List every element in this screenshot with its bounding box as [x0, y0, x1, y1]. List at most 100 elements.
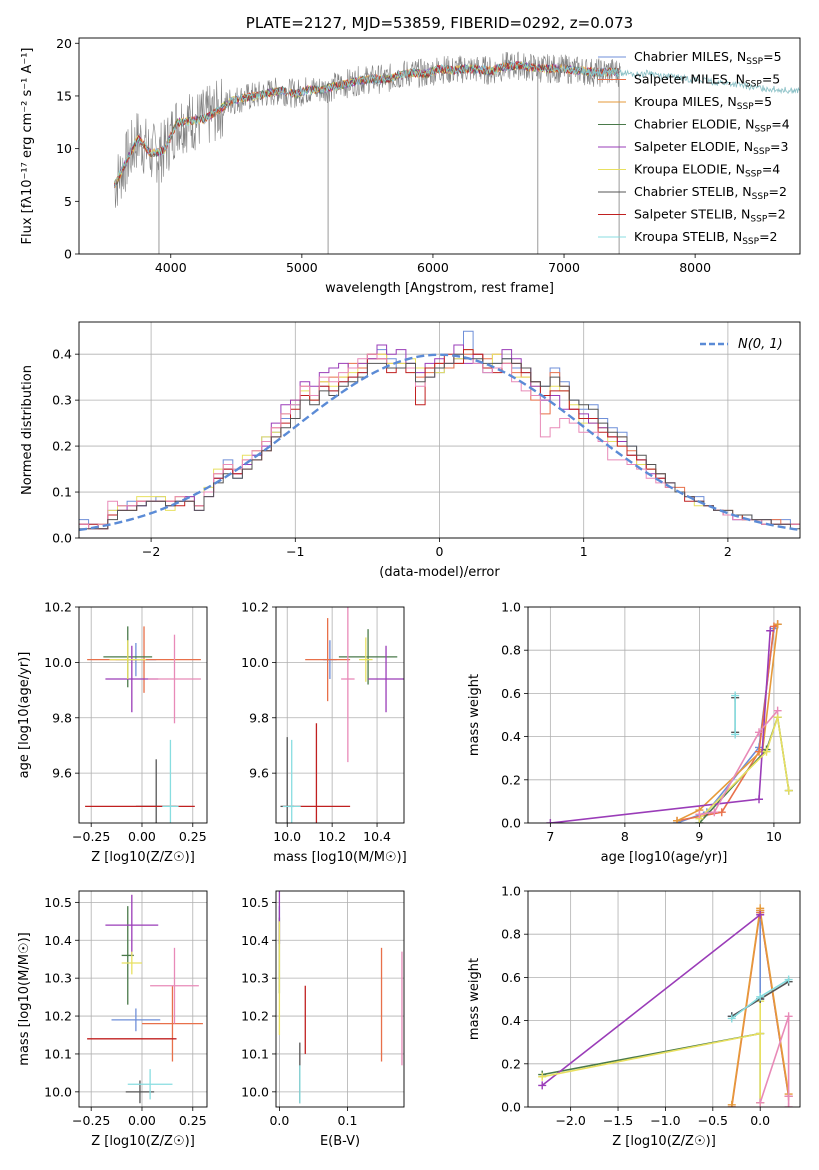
x-tick-label: 8 [621, 829, 629, 844]
plus-marker [695, 810, 704, 819]
x-tick-label: 2 [724, 544, 732, 559]
y-tick-label: 10.0 [44, 655, 72, 670]
data-tail-line [563, 65, 800, 95]
y-tick-label: 10.5 [44, 895, 72, 910]
plus-marker [762, 747, 771, 756]
axes-weight-vs-Z: −2.0 −1.5 −1.0 −0.5 0.0 0.0 0.2 0.4 0.6 0.8 1.0 Z [… [467, 884, 801, 1149]
error-point [368, 645, 404, 713]
error-point [127, 1069, 173, 1100]
plot-area [87, 894, 203, 1104]
legend-entry: N(0, 1) [738, 337, 783, 352]
y-tick-label: 0.8 [501, 643, 521, 658]
y-tick-label: 0.4 [501, 729, 521, 744]
x-tick-label: 9 [695, 829, 703, 844]
y-axis-label: mass [log10(M/M☉)] [17, 932, 32, 1065]
x-tick-label: −0.25 [72, 829, 110, 844]
x-axis-label: Z [log10(Z/Z☉)] [91, 1134, 195, 1149]
y-tick-label: 10.2 [44, 600, 72, 615]
y-tick-label: 15 [56, 88, 72, 103]
x-tick-label: 10.4 [363, 829, 391, 844]
weight-line [759, 1016, 790, 1107]
plus-marker [538, 1081, 547, 1090]
y-tick-label: 9.8 [249, 710, 269, 725]
y-tick-label: 1.0 [501, 600, 521, 615]
y-tick-label: 0.0 [501, 1100, 521, 1115]
x-tick-label: 0.25 [179, 1113, 207, 1128]
y-tick-label: 0 [64, 247, 72, 262]
error-point [148, 634, 201, 724]
y-tick-label: 10 [56, 141, 72, 156]
x-tick-label: 0.25 [179, 829, 207, 844]
y-tick-label: 0.0 [501, 816, 521, 831]
y-tick-label: 0.2 [501, 772, 521, 787]
axes-frame [527, 890, 801, 1108]
plus-marker [673, 816, 682, 823]
legend: Chabrier MILES, NSSP=5 Salpeter MILES, NS… [598, 49, 790, 247]
y-tick-label: 20 [56, 36, 72, 51]
y-tick-label: 5 [64, 194, 72, 209]
y-tick-label: 0.4 [501, 1013, 521, 1028]
plus-marker [756, 1098, 765, 1107]
x-axis-label: wavelength [Angstrom, rest frame] [325, 281, 554, 296]
gaussian-curve [79, 353, 800, 532]
y-tick-label: 0.8 [501, 927, 521, 942]
legend-entry: Chabrier STELIB, NSSP=2 [634, 184, 787, 202]
y-axis-label: mass weight [467, 958, 482, 1040]
y-axis-label: mass weight [467, 674, 482, 756]
y-tick-label: 10.0 [44, 1084, 72, 1099]
axes-frame [527, 606, 801, 824]
axes-frame [78, 321, 801, 539]
y-tick-label: 0.3 [52, 393, 72, 408]
x-tick-label: 10.0 [273, 829, 301, 844]
plus-marker [755, 728, 764, 737]
y-tick-label: 9.8 [52, 710, 72, 725]
plus-marker [546, 819, 555, 823]
plus-marker [538, 1072, 547, 1081]
plus-marker [731, 730, 740, 739]
y-tick-label: 10.2 [44, 1009, 72, 1024]
y-tick-label: 0.2 [501, 1056, 521, 1071]
weight-line [676, 624, 779, 822]
axes-weight-vs-age: 7 8 9 10 0.0 0.2 0.4 0.6 0.8 1.0 age [log10(age/yr… [467, 600, 801, 865]
x-tick-label: −2.0 [555, 1113, 585, 1128]
error-point [121, 951, 142, 975]
x-tick-label: 0.00 [128, 829, 156, 844]
error-point [359, 637, 373, 682]
x-tick-label: −1.5 [603, 1113, 633, 1128]
plus-marker [773, 620, 782, 629]
legend-entry: Salpeter ELODIE, NSSP=3 [634, 139, 788, 157]
weight-line [542, 1032, 761, 1103]
y-tick-label: 10.2 [241, 1009, 269, 1024]
y-tick-label: 0.1 [52, 485, 72, 500]
axes-frame [78, 606, 208, 824]
y-tick-label: 0.0 [52, 531, 72, 546]
x-axis-label: age [log10(age/yr)] [601, 850, 728, 865]
plot-area [85, 626, 201, 823]
x-tick-label: 6000 [417, 260, 449, 275]
x-tick-label: −0.25 [72, 1113, 110, 1128]
axes-mass-vs-Z: −0.25 0.00 0.25 10.0 10.1 10.2 10.3 10.4 10.5 Z [… [17, 890, 208, 1149]
plot-area [278, 891, 403, 1104]
x-tick-label: 0.0 [750, 1113, 770, 1128]
chart-title: PLATE=2127, MJD=53859, FIBERID=0292, z=0… [246, 14, 633, 32]
y-tick-label: 9.6 [249, 766, 269, 781]
error-point [141, 985, 203, 1062]
legend-entry: Salpeter STELIB, NSSP=2 [634, 207, 786, 225]
plus-marker [784, 786, 793, 795]
y-tick-label: 10.5 [241, 895, 269, 910]
error-point [105, 894, 159, 956]
x-tick-label: 4000 [155, 260, 187, 275]
weight-line [698, 716, 790, 823]
x-axis-label: (data-model)/error [379, 565, 500, 580]
plot-area [114, 51, 800, 254]
plus-marker [756, 992, 765, 1001]
y-tick-label: 10.2 [241, 600, 269, 615]
y-tick-label: 10.3 [241, 971, 269, 986]
y-tick-label: 0.6 [501, 686, 521, 701]
error-point [305, 618, 351, 702]
y-tick-label: 10.3 [44, 971, 72, 986]
plus-marker [731, 691, 740, 700]
x-axis-label: E(B-V) [320, 1134, 360, 1149]
y-tick-label: 10.4 [241, 933, 269, 948]
y-tick-label: 10.0 [241, 1084, 269, 1099]
